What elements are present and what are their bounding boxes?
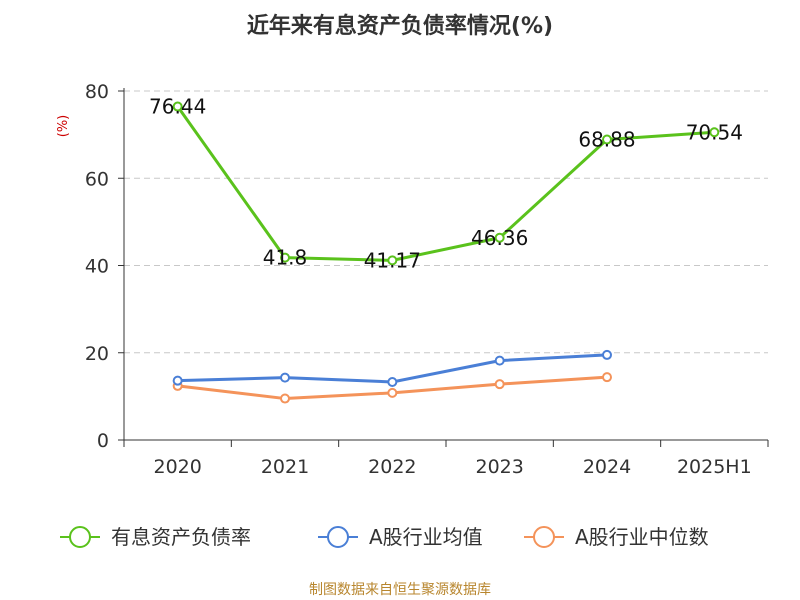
y-ticks: 0 20 40 60 80 bbox=[85, 81, 124, 452]
y-tick-label: 20 bbox=[85, 343, 109, 365]
data-point bbox=[280, 372, 290, 383]
data-label: 76.44 bbox=[149, 95, 206, 119]
data-point bbox=[387, 376, 398, 387]
legend-item[interactable]: 有息资产负债率 bbox=[60, 525, 251, 549]
data-point bbox=[494, 355, 505, 366]
legend-label: A股行业中位数 bbox=[575, 525, 709, 549]
data-point bbox=[172, 375, 183, 386]
x-tick-label: 2020 bbox=[153, 456, 201, 478]
series-layer bbox=[172, 101, 720, 404]
legend-marker bbox=[327, 526, 349, 548]
data-label: 41.8 bbox=[263, 246, 308, 270]
data-point bbox=[709, 127, 720, 138]
data-point bbox=[387, 387, 398, 398]
chart-title: 近年来有息资产负债率情况(%) bbox=[247, 13, 553, 39]
data-point bbox=[602, 372, 612, 383]
y-tick-label: 40 bbox=[85, 256, 109, 278]
data-label: 68.88 bbox=[578, 128, 635, 152]
data-label: 46.36 bbox=[471, 226, 528, 250]
legend-label: 有息资产负债率 bbox=[111, 525, 251, 549]
legend-marker bbox=[533, 526, 555, 548]
y-tick-label: 0 bbox=[97, 430, 109, 452]
legend-marker bbox=[69, 526, 91, 548]
x-tick-label: 2022 bbox=[368, 456, 416, 478]
series-line bbox=[176, 105, 715, 262]
x-tick-label: 2023 bbox=[475, 456, 523, 478]
legend-label: A股行业均值 bbox=[369, 525, 483, 549]
data-point bbox=[602, 349, 612, 360]
data-point bbox=[494, 379, 505, 390]
x-tick-label: 2021 bbox=[261, 456, 309, 478]
source-note: 制图数据来自恒生聚源数据库 bbox=[309, 582, 491, 598]
data-point bbox=[280, 393, 290, 404]
y-axis-label: (%) bbox=[56, 115, 71, 138]
data-point bbox=[494, 232, 505, 243]
legend[interactable]: 有息资产负债率 A股行业均值 A股行业中位数 bbox=[60, 525, 709, 549]
data-label: 70.54 bbox=[686, 120, 743, 144]
data-label: 41.17 bbox=[364, 248, 421, 272]
x-ticks: 2020 2021 2022 2023 2024 2025H1 bbox=[123, 440, 769, 478]
data-point bbox=[280, 252, 290, 263]
y-tick-label: 80 bbox=[85, 81, 109, 103]
data-point bbox=[602, 134, 612, 145]
legend-item[interactable]: A股行业中位数 bbox=[524, 525, 709, 549]
x-tick-label: 2025H1 bbox=[677, 456, 752, 478]
grid-lines bbox=[124, 90, 768, 354]
x-tick-label: 2024 bbox=[583, 456, 631, 478]
data-point bbox=[387, 255, 398, 266]
y-tick-label: 60 bbox=[85, 168, 109, 190]
data-point bbox=[172, 101, 183, 112]
data-labels: 76.44 41.8 41.17 46.36 68.88 70.54 bbox=[149, 95, 743, 273]
legend-item[interactable]: A股行业均值 bbox=[318, 525, 483, 549]
